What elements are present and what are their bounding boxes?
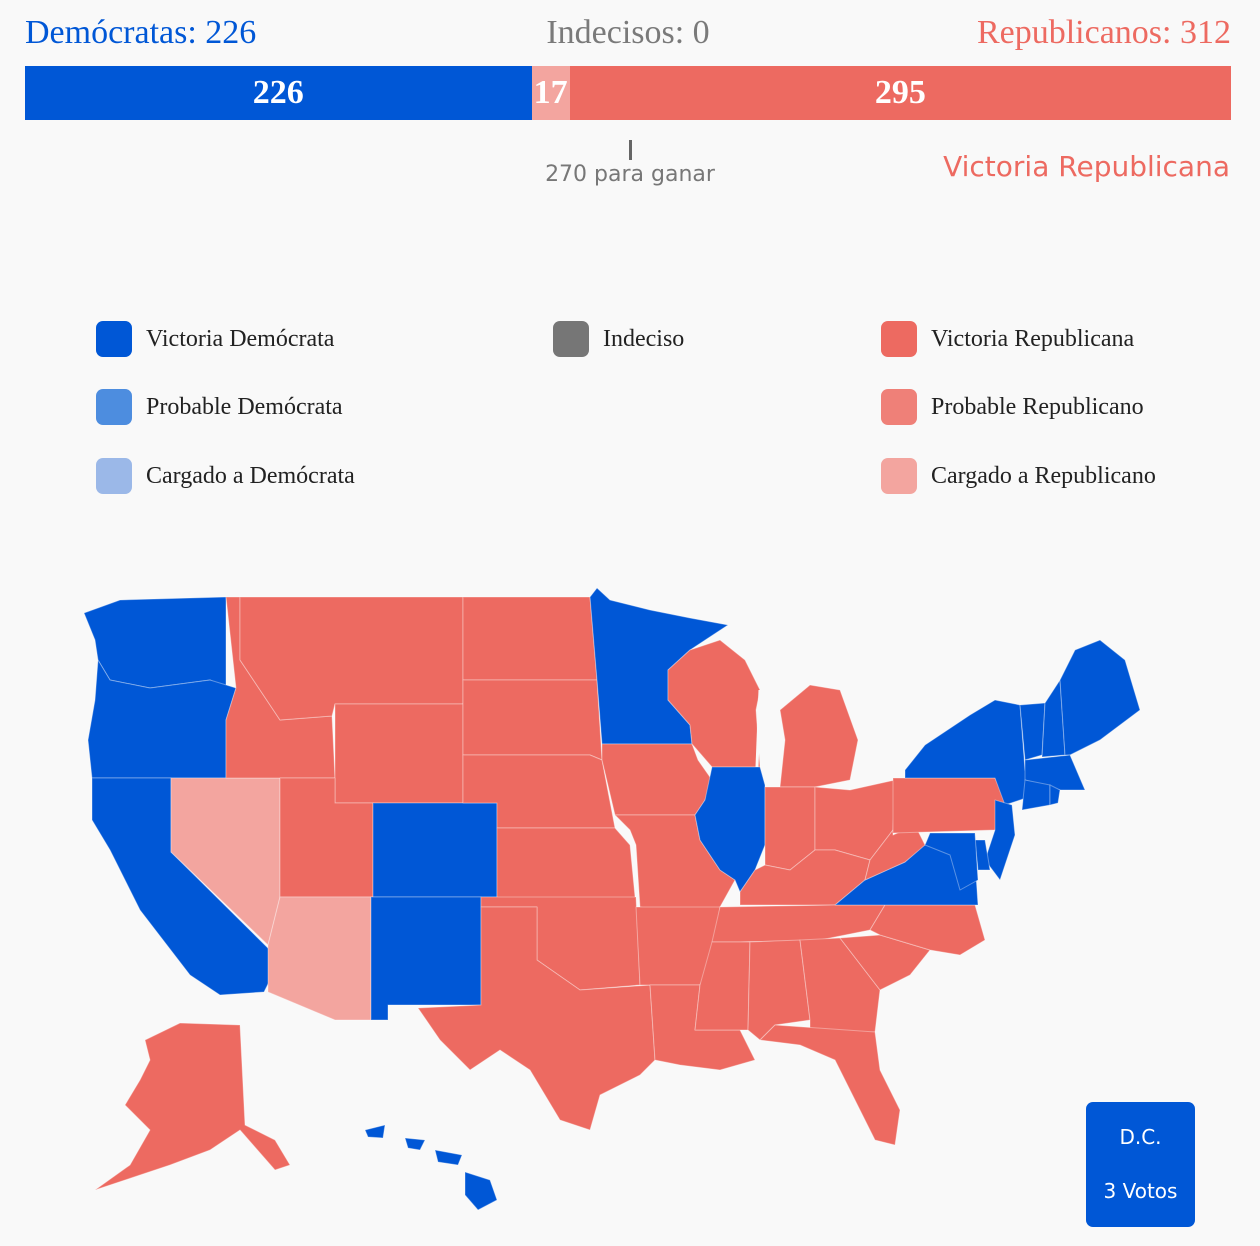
state-nd[interactable] [462, 596, 598, 681]
state-co[interactable] [372, 802, 498, 898]
bar-segment: 226 [25, 66, 532, 120]
outcome-label: Victoria Republicana [943, 150, 1230, 183]
legend-swatch [96, 458, 132, 494]
state-ia[interactable] [601, 743, 713, 816]
state-ks[interactable] [496, 827, 637, 908]
legend: Victoria Demócrata Probable Demócrata Ca… [0, 0, 1260, 520]
state-pa[interactable] [892, 777, 1006, 834]
bar-segment: 295 [569, 66, 1231, 120]
lake-michigan [755, 689, 762, 768]
state-fl[interactable] [759, 1024, 901, 1146]
legend-swatch [881, 458, 917, 494]
republicans-total: Republicanos: 312 [976, 14, 1231, 51]
legend-label: Indeciso [603, 325, 685, 352]
legend-swatch [96, 321, 132, 357]
state-nm[interactable] [370, 896, 482, 1021]
legend-swatch [881, 321, 917, 357]
state-nc[interactable] [869, 904, 986, 956]
dc-name: D.C. [1119, 1125, 1162, 1149]
state-la[interactable] [649, 984, 756, 1071]
state-hi[interactable] [364, 1124, 498, 1211]
state-wi[interactable] [667, 639, 761, 768]
bar-segment: 17 [531, 66, 570, 120]
state-tx[interactable] [417, 906, 656, 1131]
legend-dem-likely[interactable]: Probable Demócrata [96, 389, 343, 425]
state-de[interactable] [974, 839, 991, 871]
legend-dem-win[interactable]: Victoria Demócrata [96, 321, 334, 357]
threshold-marker: 270 para ganar [0, 140, 1260, 187]
legend-rep-likely[interactable]: Probable Republicano [881, 389, 1144, 425]
state-ms[interactable] [694, 941, 751, 1031]
state-me[interactable] [1059, 639, 1141, 756]
legend-swatch [96, 389, 132, 425]
legend-label: Probable Demócrata [146, 393, 343, 420]
legend-dem-lean[interactable]: Cargado a Demócrata [96, 458, 355, 494]
state-ak[interactable] [94, 1022, 291, 1191]
dc-votes: 3 Votos [1103, 1179, 1178, 1203]
state-mi[interactable] [779, 684, 859, 788]
legend-rep-lean[interactable]: Cargado a Republicano [881, 458, 1156, 494]
democrats-total: Demócratas: 226 [25, 14, 257, 51]
state-mt[interactable] [239, 596, 464, 721]
legend-swatch [553, 321, 589, 357]
us-electoral-map [83, 587, 1141, 1211]
state-wy[interactable] [334, 703, 464, 804]
state-sd[interactable] [462, 679, 603, 761]
state-il[interactable] [694, 766, 766, 893]
legend-label: Victoria Demócrata [146, 325, 335, 352]
legend-swatch [881, 389, 917, 425]
electoral-totals: Demócratas: 226 Indecisos: 0 Republicano… [25, 8, 1231, 58]
threshold-label: 270 para ganar [545, 162, 715, 187]
state-ct[interactable] [1021, 779, 1051, 811]
state-vt[interactable] [1019, 702, 1046, 761]
legend-label: Cargado a Demócrata [146, 462, 355, 489]
legend-rep-win[interactable]: Victoria Republicana [881, 321, 1134, 357]
legend-label: Cargado a Republicano [931, 462, 1156, 489]
state-ma[interactable] [1024, 754, 1086, 791]
state-az[interactable] [267, 896, 372, 1021]
legend-label: Victoria Republicana [931, 325, 1135, 352]
threshold-tick [628, 140, 632, 160]
dc-box[interactable]: D.C. 3 Votos [1086, 1102, 1195, 1227]
state-nj[interactable] [984, 799, 1016, 881]
state-ri[interactable] [1049, 784, 1061, 806]
electoral-vote-bar: 226 17 295 [25, 66, 1231, 120]
legend-undecided[interactable]: Indeciso [553, 321, 684, 357]
undecided-total: Indecisos: 0 [546, 14, 710, 51]
state-sc[interactable] [839, 934, 931, 991]
state-md[interactable] [924, 832, 979, 891]
legend-label: Probable Republicano [931, 393, 1144, 420]
